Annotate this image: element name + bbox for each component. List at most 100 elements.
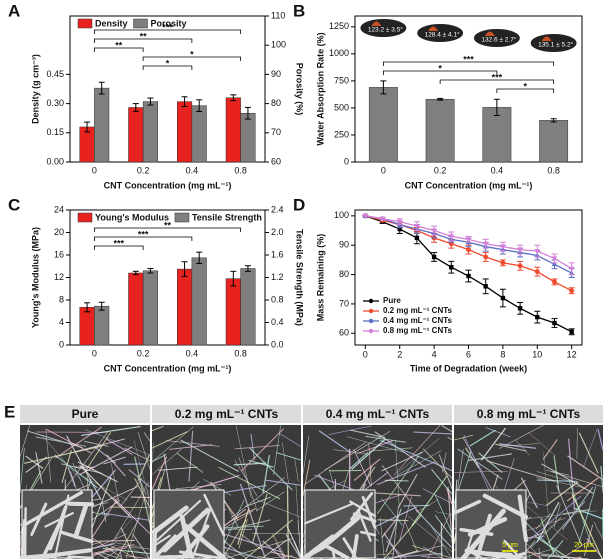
fiber — [435, 511, 453, 515]
marker — [500, 260, 506, 266]
y2-tick-label: 80 — [271, 98, 281, 108]
fiber — [376, 455, 419, 514]
fiber — [106, 454, 126, 477]
fiber — [416, 499, 439, 513]
fiber — [367, 491, 421, 497]
fiber — [162, 507, 210, 553]
y-tick-label: 70 — [339, 298, 349, 308]
x-tick-label: 0.2 — [137, 165, 150, 175]
marker — [551, 256, 558, 262]
droplet-image — [360, 19, 407, 37]
y-tick-label: 24 — [54, 204, 64, 214]
droplet-image — [473, 29, 520, 47]
fiber — [568, 438, 576, 511]
bar — [142, 101, 158, 163]
marker — [414, 235, 420, 241]
fiber — [105, 438, 133, 455]
fiber — [169, 444, 213, 450]
contact-angle: 132.6 ± 2.7° — [481, 36, 516, 44]
y-tick-label: 0.30 — [46, 98, 64, 108]
legend-label: Young's Modulus — [95, 212, 169, 222]
fiber — [469, 429, 496, 447]
x-tick-label: 10 — [532, 349, 542, 359]
y-tick-label: 500 — [334, 102, 349, 112]
bar — [128, 107, 144, 163]
fiber — [454, 499, 482, 515]
fiber — [114, 542, 151, 550]
significance-bracket — [496, 88, 555, 93]
fiber — [220, 499, 245, 552]
fiber — [100, 512, 151, 521]
y-tick-label: 0 — [59, 339, 64, 349]
fiber — [538, 547, 541, 559]
y2-tick-label: 1.2 — [271, 272, 284, 282]
fiber — [46, 428, 92, 454]
fiber — [328, 425, 372, 435]
fiber — [73, 504, 88, 539]
marker — [431, 228, 437, 234]
y-tick-label: 250 — [334, 129, 349, 139]
x-axis-label: CNT Concentration (mg mL⁻¹) — [405, 180, 533, 190]
fiber — [520, 477, 538, 509]
fiber — [238, 519, 248, 549]
fiber — [395, 441, 400, 508]
fiber — [180, 439, 239, 472]
fiber — [547, 540, 564, 559]
x-tick-label: 0.2 — [137, 348, 150, 358]
significance-label: *** — [138, 229, 149, 239]
y2-tick-label: 2.0 — [271, 227, 284, 237]
significance-label: *** — [113, 238, 124, 248]
fiber — [244, 519, 293, 559]
legend-swatch — [77, 18, 93, 29]
plot-frame — [69, 209, 266, 346]
fiber — [23, 445, 103, 464]
marker — [551, 261, 558, 267]
fiber — [379, 517, 385, 559]
legend-swatch — [174, 212, 190, 223]
fiber — [545, 481, 579, 507]
fiber — [67, 467, 76, 487]
fiber — [422, 488, 453, 504]
legend-marker — [368, 328, 374, 334]
fiber — [324, 430, 391, 471]
fiber — [304, 442, 366, 485]
fiber — [45, 428, 52, 483]
fiber — [235, 425, 252, 499]
fiber — [281, 553, 285, 559]
y-tick-label: 0 — [344, 156, 349, 166]
fiber — [114, 481, 150, 539]
significance-label: * — [166, 58, 170, 68]
significance-bracket — [93, 47, 144, 52]
fiber — [447, 436, 453, 441]
fiber — [320, 541, 350, 559]
y2-tick-label: 0.0 — [271, 339, 284, 349]
fiber — [553, 455, 560, 492]
bar — [368, 87, 398, 163]
y2-axis-label: Porosity (%) — [295, 63, 305, 116]
bar — [79, 307, 95, 346]
fiber — [482, 493, 529, 520]
fiber — [600, 466, 604, 493]
column-header: 0.8 mg mL⁻¹ CNTs — [477, 407, 581, 421]
fiber — [351, 438, 386, 470]
marker — [534, 269, 540, 275]
droplet-image — [530, 34, 577, 52]
x-tick-label: 4 — [432, 349, 437, 359]
fiber — [285, 533, 302, 559]
fiber — [553, 503, 561, 528]
marker — [534, 249, 541, 255]
fiber — [19, 553, 54, 559]
fiber — [517, 494, 529, 543]
droplet — [541, 36, 552, 41]
fiber — [103, 550, 117, 559]
fiber — [593, 521, 604, 540]
contact-angle: 128.4 ± 4.1° — [425, 31, 460, 39]
fiber — [349, 500, 377, 518]
column-header: 0.4 mg mL⁻¹ CNTs — [326, 407, 430, 421]
fiber — [381, 465, 420, 513]
fiber — [434, 515, 453, 538]
fiber — [318, 430, 352, 454]
legend-label: Porosity — [151, 18, 187, 28]
x-tick-label: 0.4 — [186, 348, 199, 358]
fiber — [151, 554, 174, 559]
